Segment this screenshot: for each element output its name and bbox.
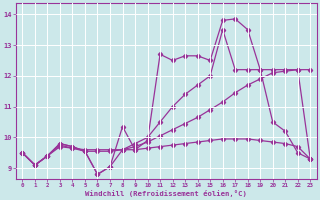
- X-axis label: Windchill (Refroidissement éolien,°C): Windchill (Refroidissement éolien,°C): [85, 190, 247, 197]
